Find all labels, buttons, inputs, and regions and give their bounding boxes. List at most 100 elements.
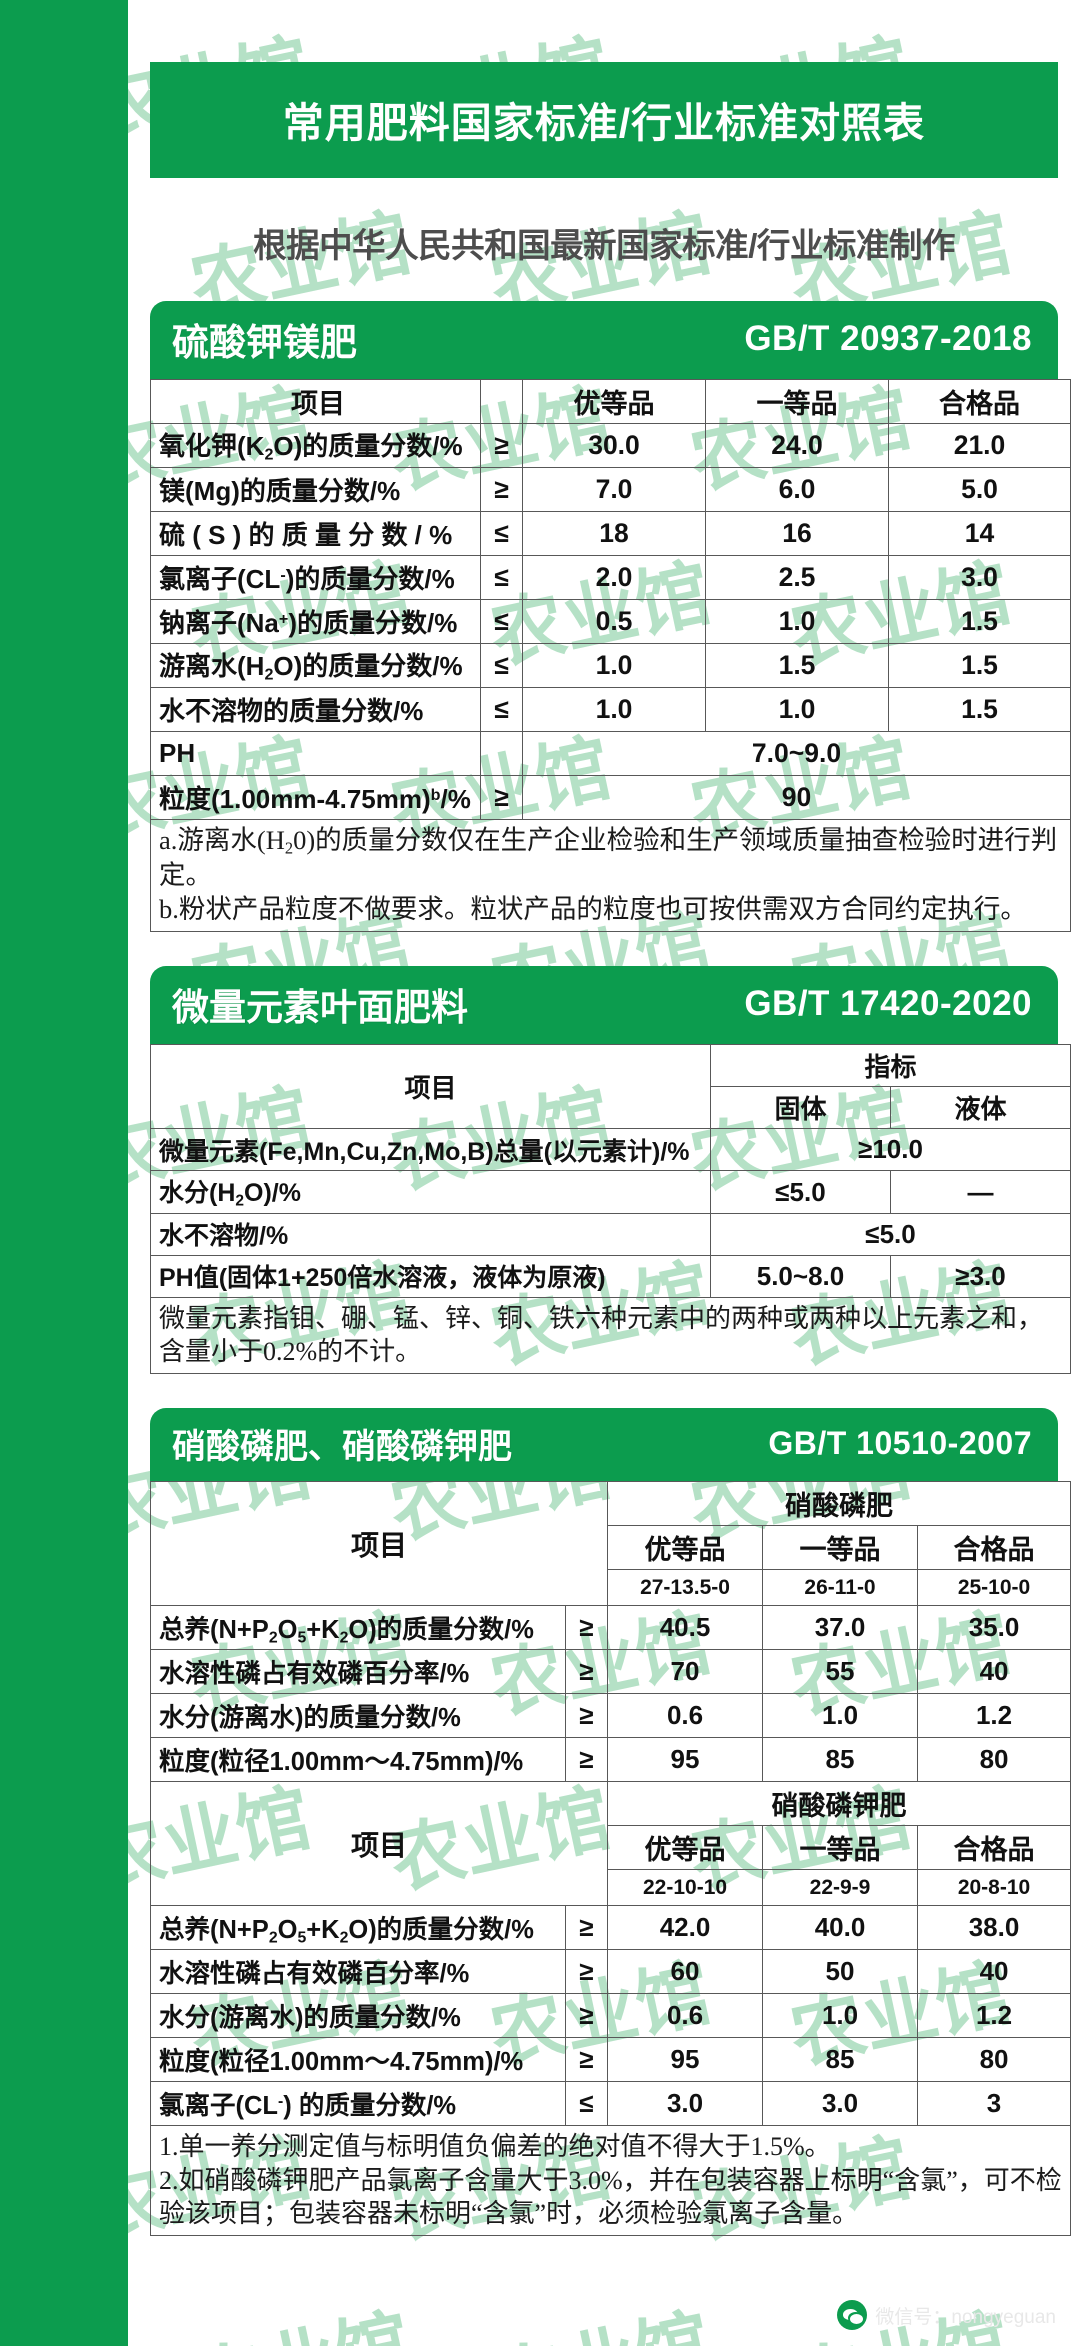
table-notes: 1.单一养分测定值与标明值负偏差的绝对值不得大于1.5%。 2.如硝酸磷钾肥产品… [149,2125,1072,2237]
row-value-1: 85 [762,1737,919,1783]
table-row: 水溶性磷占有效磷百分率/% ≥ 60 50 40 [150,1949,1072,1995]
table-row: 总养(N+P2O5+K2O)的质量分数/% ≥ 42.0 40.0 38.0 [150,1905,1072,1951]
grade-header-1: 一等品 [762,1825,919,1871]
row-value-2: 35.0 [917,1605,1072,1651]
table-row: 镁(Mg)的质量分数/% ≥ 7.0 6.0 5.0 [150,467,1071,512]
table-row: 水分(H2O)/% ≤5.0 — [150,1170,1072,1214]
row-value-1: 50 [762,1949,919,1995]
row-value-0: 18 [522,511,706,556]
col-subheader-1: 液体 [889,1086,1072,1130]
row-value-2: 80 [917,2037,1072,2083]
row-item-label: 水不溶物的质量分数/% [150,687,481,732]
row-value-1: 55 [762,1649,919,1695]
row-value-0: 60 [607,1949,764,1995]
row-value-0: 1.0 [522,687,706,732]
row-value-1: 37.0 [762,1605,919,1651]
row-item-label: 水不溶物/% [150,1212,711,1256]
col-grade-header-1: 一等品 [705,379,889,424]
table-row: 粒度(粒径1.00mm～4.75mm)/% ≥ 95 85 80 [150,1737,1072,1783]
row-value-2: 14 [888,511,1071,556]
row-value-0: 2.0 [522,555,706,600]
row-value-0: 0.6 [607,1993,764,2039]
page-title: 常用肥料国家标准/行业标准对照表 [150,62,1058,178]
col-group-header: 指标 [709,1044,1072,1088]
table-row: 硫 ( S ) 的 质 量 分 数 / % ≤ 18 16 14 [150,511,1071,556]
grade-header-2: 合格品 [917,1825,1072,1871]
section-name: 硫酸钾镁肥 [172,322,357,363]
section-potassium-magnesium-sulfate: 硫酸钾镁肥 GB/T 20937-2018 项目 优等品 一等品 合格品 氧化钾… [150,301,1071,933]
table-row: 微量元素(Fe,Mn,Cu,Zn,Mo,B)总量(以元素计)/% ≥10.0 [150,1128,1072,1172]
row-value-2: 3.0 [888,555,1071,600]
standards-table-3: 项目 硝酸磷肥 优等品 一等品 合格品 27-13.5-0 26-11-0 25… [149,1481,1072,2237]
standards-table-1: 项目 优等品 一等品 合格品 氧化钾(K2O)的质量分数/% ≥ 30.0 24… [150,379,1071,933]
row-operator: ≥ [564,1737,609,1783]
row-value-1: ≥3.0 [889,1254,1072,1298]
table-subheader-row: 固体 液体 [151,1086,1072,1130]
row-item-label: 水分(游离水)的质量分数/% [150,1693,566,1739]
col-grade-header-2: 合格品 [888,379,1071,424]
row-operator: ≥ [564,1693,609,1739]
row-value-2: 1.2 [917,1993,1072,2039]
row-value-2: 3 [917,2081,1072,2127]
row-item-label: 氧化钾(K2O)的质量分数/% [150,423,481,468]
row-operator: ≥ [480,775,523,820]
table-notes-row: a.游离水(H20)的质量分数仅在生产企业检验和生产领域质量抽查检验时进行判定。… [150,818,1071,933]
table-row: 粒度(1.00mm-4.75mm)b/% ≥ 90 [150,775,1071,820]
table-row: 水不溶物的质量分数/% ≤ 1.0 1.0 1.5 [150,687,1071,732]
standards-table-2: 项目 指标 固体 液体 微量元素(Fe,Mn,Cu,Zn,Mo,B)总量(以元素… [149,1044,1072,1375]
table-row: 水分(游离水)的质量分数/% ≥ 0.6 1.0 1.2 [150,1693,1072,1739]
col-grade-header-0: 优等品 [522,379,706,424]
row-operator: ≥ [480,423,523,468]
row-value-2: 1.5 [888,643,1071,688]
grade-header-2: 合格品 [917,1525,1072,1571]
row-value-0: 3.0 [607,2081,764,2127]
row-item-label: PH值(固体1+250倍水溶液，液体为原液) [150,1254,711,1298]
row-operator: ≥ [564,2037,609,2083]
note-line: b.粉状产品粒度不做要求。粒状产品的粒度也可按供需双方合同约定执行。 [159,893,1027,924]
row-value-2: 1.5 [888,687,1071,732]
col-item-header: 项目 [149,1781,609,1907]
row-operator: ≤ [480,599,523,644]
row-item-label: 微量元素(Fe,Mn,Cu,Zn,Mo,B)总量(以元素计)/% [150,1128,711,1172]
group-header: 硝酸磷肥 [607,1481,1072,1527]
row-operator: ≤ [480,687,523,732]
row-value-0: 42.0 [607,1905,764,1951]
table-notes-row: 1.单一养分测定值与标明值负偏差的绝对值不得大于1.5%。 2.如硝酸磷钾肥产品… [149,2125,1072,2237]
row-value-1: — [889,1170,1072,1214]
col-operator-header [480,379,523,424]
row-item-label: 水溶性磷占有效磷百分率/% [150,1949,566,1995]
row-item-label: 镁(Mg)的质量分数/% [150,467,481,512]
section-name: 微量元素叶面肥料 [172,987,468,1029]
row-value-2: 80 [917,1737,1072,1783]
row-value-1: 1.0 [705,687,889,732]
row-span-value: 7.0~9.0 [522,731,1071,776]
spec-code-0: 22-10-10 [607,1869,764,1907]
spec-code-1: 26-11-0 [762,1569,919,1607]
row-operator: ≥ [564,1993,609,2039]
row-value-2: 21.0 [888,423,1071,468]
table-row: 水分(游离水)的质量分数/% ≥ 0.6 1.0 1.2 [150,1993,1072,2039]
row-value-0: ≤5.0 [710,1170,891,1214]
grade-header-0: 优等品 [607,1525,764,1571]
row-operator: ≤ [480,555,523,600]
section-standard-code: GB/T 10510-2007 [768,1425,1032,1462]
row-value-1: 16 [705,511,889,556]
row-item-label: 水分(游离水)的质量分数/% [150,1993,566,2039]
row-operator: ≥ [564,1605,609,1651]
table-notes: a.游离水(H20)的质量分数仅在生产企业检验和生产领域质量抽查检验时进行判定。… [150,818,1071,933]
row-item-label: 钠离子(Na+)的质量分数/% [150,599,481,644]
row-span-value: ≤5.0 [709,1212,1072,1256]
table-spec-row: 27-13.5-0 26-11-0 25-10-0 [151,1569,1072,1607]
row-operator: ≥ [564,1649,609,1695]
col-subheader-0: 固体 [710,1086,891,1130]
section-standard-code: GB/T 20937-2018 [744,319,1032,358]
row-value-0: 1.0 [522,643,706,688]
note-line: 1.单一养分测定值与标明值负偏差的绝对值不得大于1.5%。 [159,2132,831,2162]
row-value-0: 70 [607,1649,764,1695]
row-item-label: 粒度(粒径1.00mm～4.75mm)/% [150,1737,566,1783]
row-value-0: 40.5 [607,1605,764,1651]
row-item-label: 硫 ( S ) 的 质 量 分 数 / % [150,511,481,556]
row-value-0: 95 [607,2037,764,2083]
table-row: 总养(N+P2O5+K2O)的质量分数/% ≥ 40.5 37.0 35.0 [150,1605,1072,1651]
table-row: 水不溶物/% ≤5.0 [150,1212,1072,1256]
